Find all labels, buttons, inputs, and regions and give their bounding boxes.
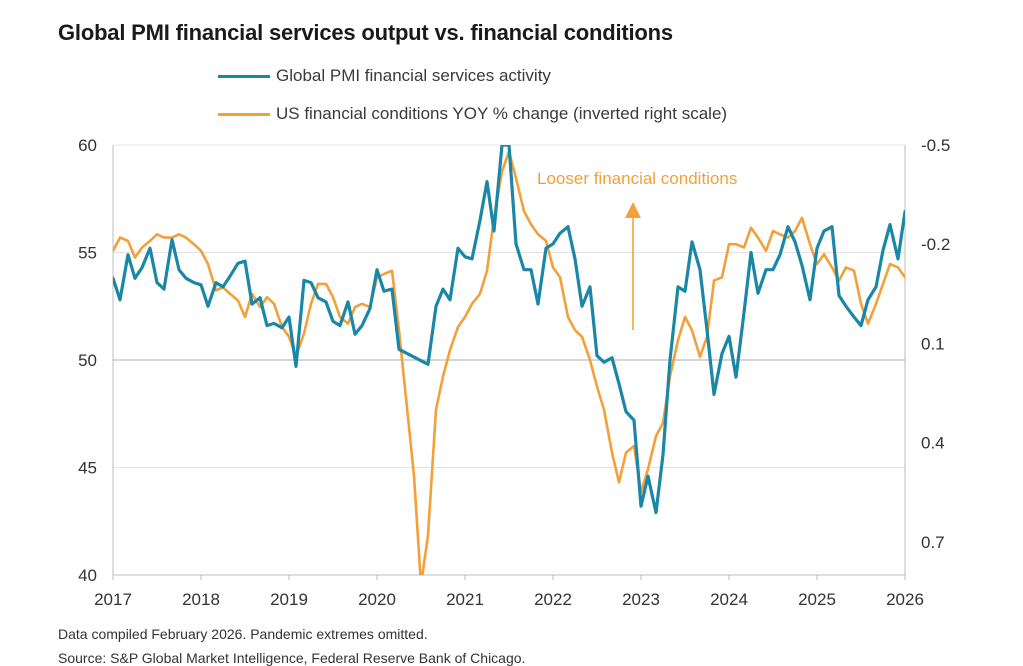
footnote-source: Source: S&P Global Market Intelligence, … bbox=[58, 650, 526, 666]
right-tick-label-0.7: 0.7 bbox=[921, 533, 945, 552]
left-tick-label-55: 55 bbox=[78, 244, 97, 263]
legend-label-pmi: Global PMI financial services activity bbox=[276, 66, 551, 85]
x-tick-label-2018: 2018 bbox=[182, 590, 220, 609]
chart-title: Global PMI financial services output vs.… bbox=[58, 20, 673, 45]
x-tick-label-2026: 2026 bbox=[886, 590, 924, 609]
legend-swatch-pmi bbox=[218, 74, 270, 78]
x-tick-label-2023: 2023 bbox=[622, 590, 660, 609]
x-tick-label-2019: 2019 bbox=[270, 590, 308, 609]
x-tick-label-2020: 2020 bbox=[358, 590, 396, 609]
left-tick-label-50: 50 bbox=[78, 351, 97, 370]
left-tick-label-45: 45 bbox=[78, 459, 97, 478]
footnote-data-note: Data compiled February 2026. Pandemic ex… bbox=[58, 626, 428, 642]
x-tick-label-2017: 2017 bbox=[94, 590, 132, 609]
x-tick-label-2021: 2021 bbox=[446, 590, 484, 609]
x-tick-label-2025: 2025 bbox=[798, 590, 836, 609]
legend-item-financial-conditions: US financial conditions YOY % change (in… bbox=[218, 104, 727, 124]
left-tick-label-60: 60 bbox=[78, 136, 97, 155]
x-tick-label-2022: 2022 bbox=[534, 590, 572, 609]
right-tick-label--0.2: -0.2 bbox=[921, 235, 950, 254]
series-line-financial-conditions bbox=[113, 150, 905, 575]
left-tick-label-40: 40 bbox=[78, 566, 97, 585]
x-tick-label-2024: 2024 bbox=[710, 590, 748, 609]
legend-item-pmi: Global PMI financial services activity bbox=[218, 66, 551, 86]
chart-plot-area: 60 55 50 45 40 -0.5 -0.2 0.1 0.4 0.7 2017 2018 2019 2… bbox=[78, 136, 950, 609]
right-tick-label-0.1: 0.1 bbox=[921, 334, 945, 353]
series-line-pmi bbox=[113, 145, 905, 515]
right-tick-label--0.5: -0.5 bbox=[921, 136, 950, 155]
annotation-text: Looser financial conditions bbox=[537, 169, 737, 188]
right-tick-label-0.4: 0.4 bbox=[921, 434, 945, 453]
legend-swatch-financial-conditions bbox=[218, 112, 270, 116]
legend-label-financial-conditions: US financial conditions YOY % change (in… bbox=[276, 104, 728, 123]
